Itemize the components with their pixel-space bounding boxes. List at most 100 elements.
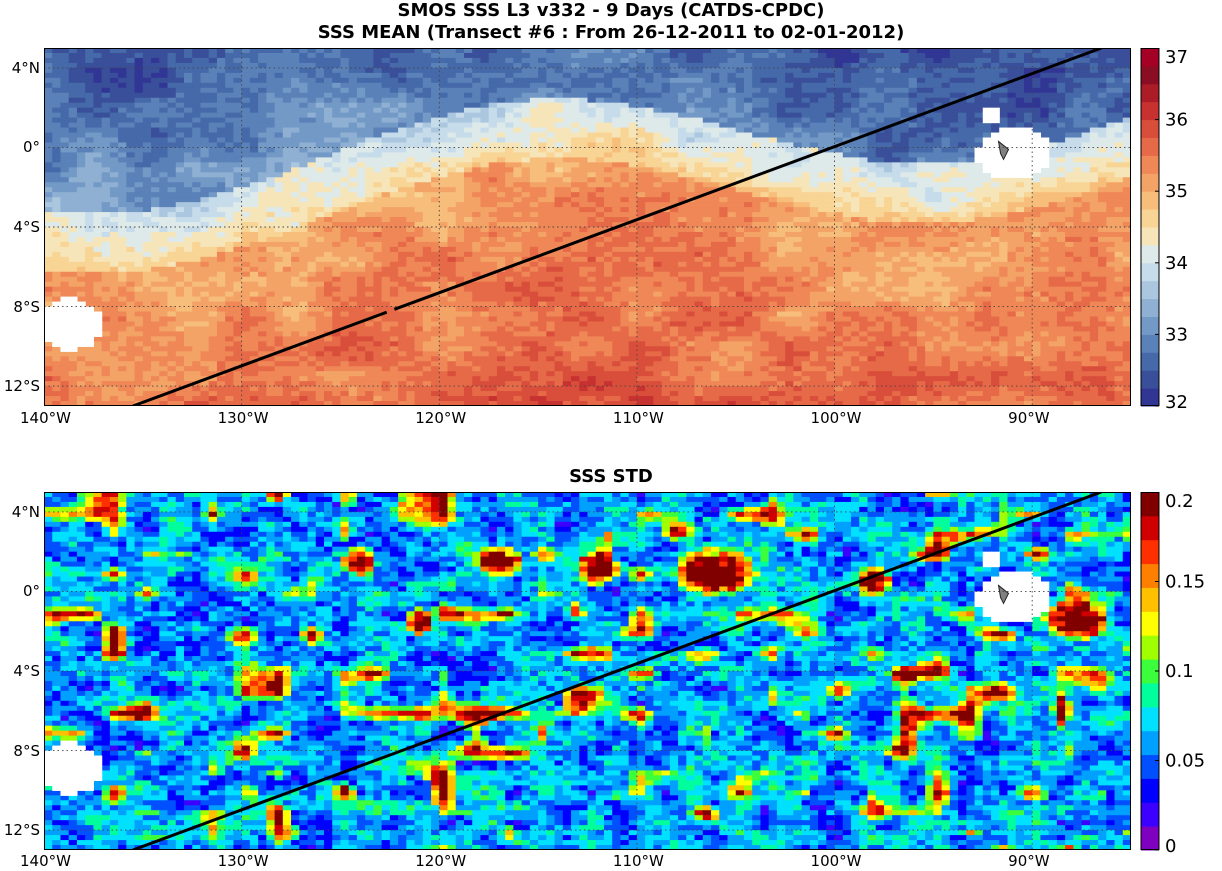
sss-mean-map <box>44 48 1131 406</box>
data-cell <box>93 147 103 154</box>
data-cell <box>109 112 119 119</box>
data-cell <box>291 112 300 119</box>
data-cell <box>933 147 943 154</box>
data-cell <box>1114 167 1124 173</box>
data-cell <box>562 132 572 139</box>
data-cell <box>867 202 877 208</box>
data-cell <box>1015 97 1025 104</box>
data-cell <box>711 52 720 59</box>
data-cell <box>414 147 424 154</box>
data-cell <box>307 236 317 243</box>
data-cell <box>612 227 622 233</box>
data-cell <box>142 57 152 64</box>
data-cell <box>109 202 119 208</box>
data-cell <box>472 197 482 203</box>
data-cell <box>216 48 226 54</box>
data-cell <box>463 57 473 64</box>
data-cell <box>192 52 202 59</box>
data-cell <box>892 231 902 238</box>
data-cell <box>365 87 374 94</box>
data-cell <box>538 57 547 64</box>
data-cell <box>175 127 185 134</box>
data-cell <box>974 48 984 54</box>
data-cell <box>801 207 811 213</box>
data-cell <box>1081 227 1091 233</box>
data-cell <box>851 87 860 94</box>
data-cell <box>669 97 679 104</box>
data-cell <box>686 212 696 218</box>
data-cell <box>809 82 819 89</box>
data-cell <box>447 72 457 79</box>
data-cell <box>743 67 753 74</box>
data-cell <box>661 67 671 74</box>
data-cell <box>183 147 193 154</box>
data-cell <box>645 152 654 158</box>
data-cell <box>908 137 918 144</box>
data-cell <box>472 132 482 139</box>
data-cell <box>340 122 350 129</box>
data-cell <box>258 231 267 238</box>
data-cell <box>44 227 53 233</box>
data-cell <box>109 92 119 99</box>
data-cell <box>554 172 564 178</box>
data-cell <box>299 217 309 223</box>
data-cell <box>826 67 836 74</box>
data-cell <box>809 62 819 69</box>
data-cell <box>538 117 547 124</box>
data-cell <box>200 197 210 203</box>
data-cell <box>636 62 646 69</box>
data-cell <box>348 137 358 144</box>
data-cell <box>381 117 391 124</box>
data-cell <box>439 107 449 114</box>
data-cell <box>875 182 885 188</box>
data-cell <box>447 132 457 139</box>
data-cell <box>612 67 622 74</box>
data-cell <box>809 122 819 129</box>
data-cell <box>1023 182 1033 188</box>
data-cell <box>892 107 902 114</box>
data-cell <box>389 147 399 154</box>
data-cell <box>546 87 556 94</box>
data-cell <box>883 77 893 84</box>
data-cell <box>612 217 622 223</box>
data-cell <box>612 72 622 79</box>
data-cell <box>809 192 819 198</box>
data-cell <box>982 207 992 213</box>
data-cell <box>93 72 103 79</box>
data-cell <box>999 117 1009 124</box>
data-cell <box>818 57 827 64</box>
data-cell <box>834 182 844 188</box>
data-cell <box>711 67 720 74</box>
data-cell <box>908 117 918 124</box>
data-cell <box>842 172 852 178</box>
data-cell <box>340 92 350 99</box>
data-cell <box>167 152 177 158</box>
data-cell <box>760 87 770 94</box>
data-cell <box>472 112 482 119</box>
data-cell <box>488 132 498 139</box>
data-cell <box>93 152 103 158</box>
data-cell <box>1032 82 1042 89</box>
data-cell <box>109 57 119 64</box>
data-cell <box>818 197 827 203</box>
data-cell <box>348 202 358 208</box>
data-cell <box>472 107 482 114</box>
data-cell <box>1073 227 1083 233</box>
data-cell <box>208 112 218 119</box>
data-cell <box>949 177 959 183</box>
data-cell <box>513 157 523 163</box>
data-cell <box>653 67 663 74</box>
data-cell <box>809 112 819 119</box>
data-cell <box>52 67 62 74</box>
data-cell <box>678 48 687 54</box>
data-cell <box>1098 117 1107 124</box>
data-cell <box>68 142 78 149</box>
data-cell <box>834 82 844 89</box>
data-cell <box>463 107 473 114</box>
data-cell <box>1098 231 1107 238</box>
data-cell <box>727 227 737 233</box>
data-cell <box>60 202 70 208</box>
data-cell <box>142 137 152 144</box>
data-cell <box>274 231 284 238</box>
data-cell <box>488 227 498 233</box>
